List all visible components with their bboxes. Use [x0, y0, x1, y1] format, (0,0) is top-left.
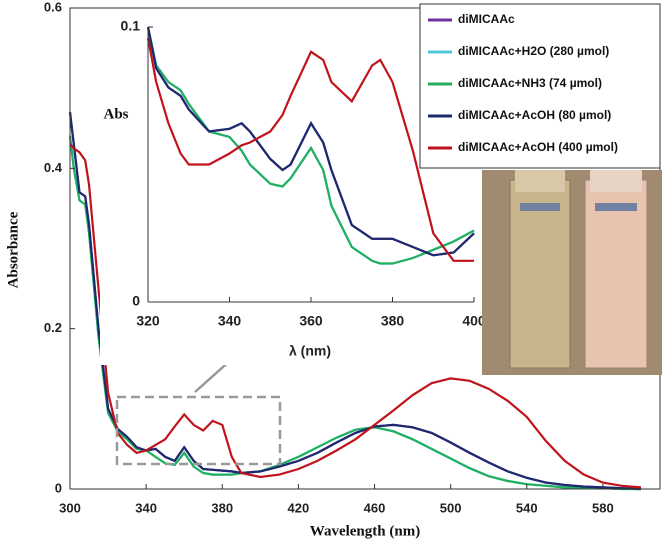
- y-tick-label: 0.4: [44, 160, 63, 175]
- x-tick-label: 380: [211, 500, 233, 515]
- x-tick-label: 420: [288, 500, 310, 515]
- series-line: [146, 37, 474, 262]
- y-tick-label: 0.1: [121, 18, 141, 34]
- x-tick-label: 380: [381, 313, 405, 329]
- x-tick-label: 320: [136, 313, 160, 329]
- cuvette-mark-right: [595, 203, 637, 211]
- x-tick-label: 340: [218, 313, 242, 329]
- y-tick-label: 0: [132, 293, 140, 309]
- series-line: [146, 26, 475, 257]
- x-tick-label: 540: [516, 500, 538, 515]
- cuvette-mark-left: [520, 203, 560, 211]
- y-tick-label: 0.2: [44, 320, 62, 335]
- series-line: [146, 26, 475, 265]
- legend-box: [419, 3, 661, 169]
- inset-background: [100, 10, 478, 365]
- x-tick-label: 580: [592, 500, 614, 515]
- x-tick-label: 340: [135, 500, 157, 515]
- photo: [482, 170, 662, 375]
- x-axis-label: Wavelength (nm): [310, 523, 420, 539]
- main-plot: 300 340 380 420 460 500 540 580 0 0.2 0.4 0.6 Wavele…: [5, 0, 661, 539]
- x-tick-label: 360: [299, 313, 323, 329]
- zoom-box: [115, 395, 282, 466]
- y-tick-label: 0: [55, 480, 62, 495]
- x-tick-label: 500: [440, 500, 462, 515]
- inset-y-label: Abs: [103, 106, 128, 122]
- legend-label: diMICAAc+H2O (280 µmol): [458, 44, 609, 58]
- y-axis-label: Absorbance: [5, 211, 21, 288]
- x-tick-label: 400: [462, 313, 486, 329]
- cuvette-left: [509, 179, 571, 369]
- x-tick-label: 460: [364, 500, 386, 515]
- x-tick-label: 300: [59, 500, 81, 515]
- cuvette-right: [584, 179, 648, 369]
- y-tick-label: 0.6: [44, 0, 62, 14]
- legend-label: diMICAAc+AcOH (400 µmol): [458, 140, 618, 154]
- legend-label: diMICAAc+NH3 (74 µmol): [458, 76, 602, 90]
- legend-label: diMICAAc: [458, 12, 515, 26]
- inset-plot: 320 340 360 380 400 0 0.1 λ (nm) Abs: [100, 10, 486, 365]
- legend: diMICAAc diMICAAc+H2O (280 µmol) diMICAAc+…: [419, 3, 661, 169]
- inset-x-label: λ (nm): [289, 343, 331, 359]
- series-line: [69, 143, 642, 489]
- cuvette-right-cap: [590, 170, 642, 192]
- legend-label: diMICAAc+AcOH (80 µmol): [458, 108, 611, 122]
- plot-lines: [146, 26, 475, 265]
- cuvette-left-cap: [515, 170, 565, 192]
